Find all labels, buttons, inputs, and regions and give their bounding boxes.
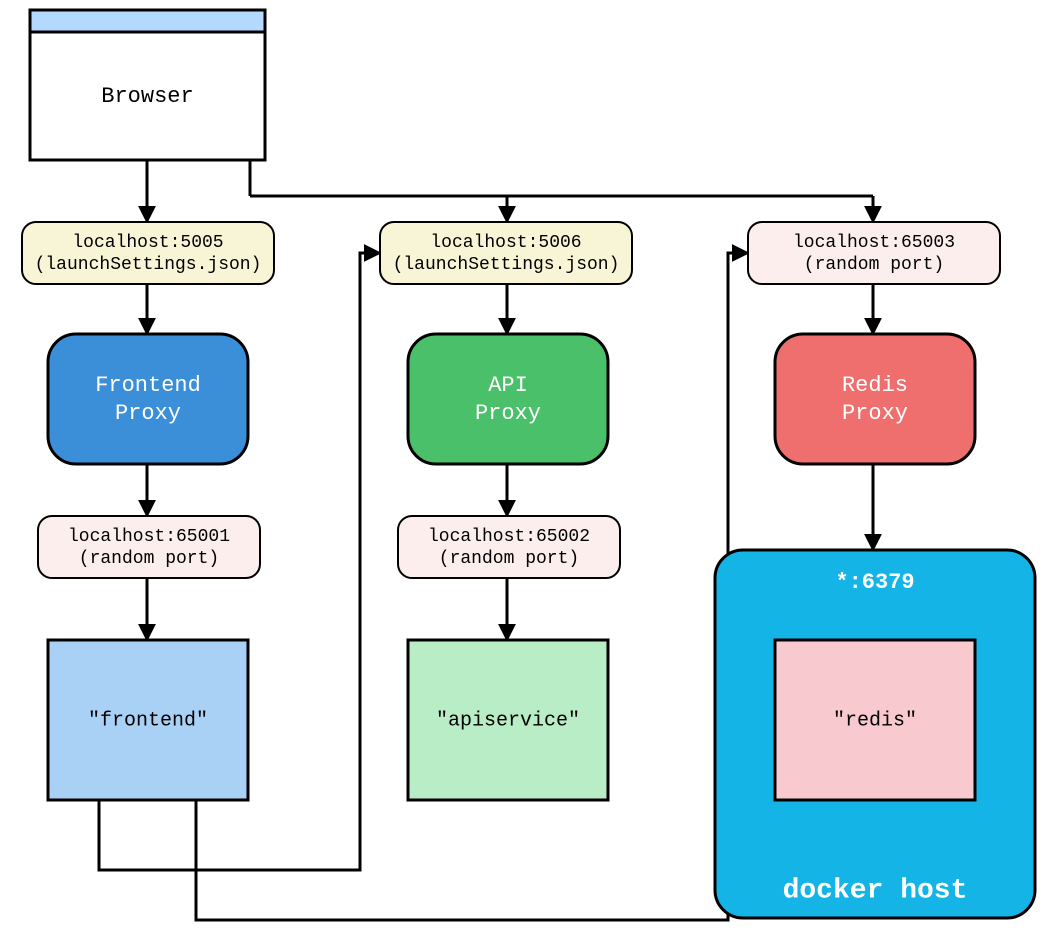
svg-text:(random port): (random port) bbox=[439, 549, 579, 569]
svg-text:(launchSettings.json): (launchSettings.json) bbox=[393, 255, 620, 275]
node-proxy-redis bbox=[775, 334, 975, 464]
svg-text:localhost:5005: localhost:5005 bbox=[72, 233, 223, 253]
svg-text:(random port): (random port) bbox=[804, 255, 944, 275]
svg-text:Proxy: Proxy bbox=[842, 401, 908, 426]
svg-text:Frontend: Frontend bbox=[95, 373, 201, 398]
nodes-layer bbox=[22, 10, 1035, 918]
svg-text:Proxy: Proxy bbox=[115, 401, 181, 426]
svg-text:"redis": "redis" bbox=[833, 709, 917, 732]
node-proxy-frontend bbox=[48, 334, 248, 464]
svg-text:API: API bbox=[488, 373, 528, 398]
node-proxy-api bbox=[408, 334, 608, 464]
svg-text:Redis: Redis bbox=[842, 373, 908, 398]
svg-text:(random port): (random port) bbox=[79, 549, 219, 569]
svg-text:localhost:65003: localhost:65003 bbox=[793, 233, 955, 253]
svg-text:"frontend": "frontend" bbox=[88, 709, 208, 732]
svg-text:Proxy: Proxy bbox=[475, 401, 541, 426]
svg-text:*:6379: *:6379 bbox=[835, 570, 914, 595]
diagram-canvas: Browserlocalhost:5005(launchSettings.jso… bbox=[0, 0, 1056, 949]
svg-text:localhost:65002: localhost:65002 bbox=[428, 527, 590, 547]
svg-text:localhost:5006: localhost:5006 bbox=[430, 233, 581, 253]
svg-text:"apiservice": "apiservice" bbox=[436, 709, 580, 732]
svg-text:(launchSettings.json): (launchSettings.json) bbox=[35, 255, 262, 275]
svg-text:docker host: docker host bbox=[783, 875, 968, 906]
svg-text:localhost:65001: localhost:65001 bbox=[68, 527, 230, 547]
svg-text:Browser: Browser bbox=[101, 84, 193, 109]
